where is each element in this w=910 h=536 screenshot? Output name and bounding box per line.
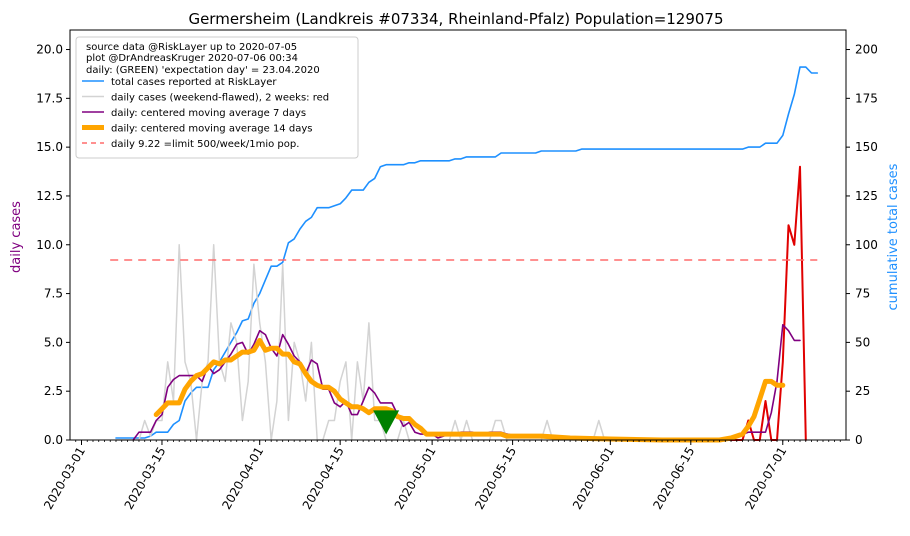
- y-right-tick-label: 100: [855, 238, 878, 252]
- x-tick-label: 2020-04-01: [219, 445, 266, 512]
- y-left-tick-label: 2.5: [44, 384, 63, 398]
- y-left-tick-label: 5.0: [44, 335, 63, 349]
- y-left-tick-label: 10.0: [36, 238, 63, 252]
- legend-box: [75, 36, 359, 159]
- x-tick-label: 2020-04-15: [300, 445, 347, 512]
- legend-entries: total cases reported at RiskLayer daily c…: [82, 77, 329, 150]
- y-right-tick-label: 75: [855, 287, 870, 301]
- series-line-1: [115, 244, 721, 441]
- x-tick-label: 2020-06-15: [650, 445, 697, 512]
- x-tick-label: 2020-07-01: [742, 445, 789, 512]
- y-right-tick-label: 0: [855, 433, 863, 447]
- y-right-tick-label: 25: [855, 384, 870, 398]
- y-axis-left: 0.0 2.5 5.0 7.5 10.0 12.5 15.0 17.5 20.0: [36, 43, 70, 447]
- y-left-tick-label: 7.5: [44, 287, 63, 301]
- y-left-tick-label: 12.5: [36, 189, 63, 203]
- y-axis-left-label: daily cases: [9, 201, 24, 273]
- y-right-tick-label: 150: [855, 140, 878, 154]
- plot-frame: [69, 29, 847, 441]
- chart-title: Germersheim (Landkreis #07334, Rheinland…: [188, 10, 723, 28]
- x-axis: 2020-03-01 2020-03-15 2020-04-01 2020-04-15…: [41, 440, 841, 512]
- x-tick-label: 2020-06-01: [570, 445, 617, 512]
- expectation-day-marker: [373, 410, 400, 435]
- legend: source data @RiskLayer up to 2020-07-05 …: [75, 36, 359, 159]
- x-tick-label: 2020-05-01: [392, 445, 439, 512]
- y-right-tick-label: 50: [855, 335, 870, 349]
- y-axis-right: 0 25 50 75 100 125 150 175 200: [846, 43, 878, 447]
- series-line-2: [718, 165, 807, 441]
- y-left-tick-label: 20.0: [36, 43, 63, 57]
- y-left-tick-label: 17.5: [36, 91, 63, 105]
- series-line-4: [153, 337, 786, 443]
- x-tick-label: 2020-03-15: [122, 445, 169, 512]
- y-left-tick-label: 0.0: [44, 433, 63, 447]
- legend-entry-label: total cases reported at RiskLayer: [111, 77, 277, 88]
- legend-header-line: daily: (GREEN) 'expectation day' = 23.04…: [86, 65, 320, 76]
- x-tick-label: 2020-05-15: [472, 445, 519, 512]
- legend-entry-label: daily: centered moving average 14 days: [111, 124, 312, 135]
- legend-header-line: source data @RiskLayer up to 2020-07-05: [86, 42, 297, 53]
- y-axis-right-label: cumulative total cases: [886, 163, 901, 310]
- legend-header-line: plot @DrAndreasKruger 2020-07-06 00:34: [86, 53, 298, 64]
- y-right-tick-label: 200: [855, 43, 878, 57]
- legend-entry-label: daily cases (weekend-flawed), 2 weeks: r…: [111, 93, 329, 104]
- y-left-tick-label: 15.0: [36, 140, 63, 154]
- y-right-tick-label: 175: [855, 91, 878, 105]
- y-right-tick-label: 125: [855, 189, 878, 203]
- legend-entry-label: daily: centered moving average 7 days: [111, 108, 306, 119]
- series-line-0: [115, 66, 819, 439]
- x-tick-label: 2020-03-01: [41, 445, 88, 512]
- legend-entry-label: daily 9.22 =limit 500/week/1mio pop.: [111, 139, 299, 150]
